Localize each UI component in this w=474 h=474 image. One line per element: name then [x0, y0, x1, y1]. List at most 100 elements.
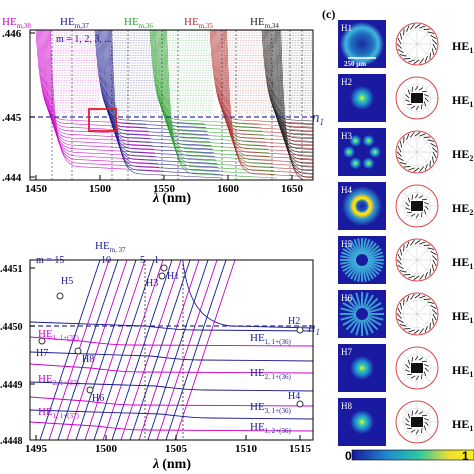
polar-arrow: [424, 55, 428, 63]
bottom-steep-line: [57, 260, 119, 440]
top-family-label-base: HE: [250, 16, 265, 28]
top-dotted-line: [115, 30, 119, 117]
polar-arrow: [414, 355, 419, 361]
mode-tile-petal: [367, 314, 384, 321]
top-dotted-line: [231, 30, 236, 113]
bottom-steep-line: [39, 260, 101, 440]
polar-spoke: [402, 245, 418, 261]
polar-arrow: [424, 325, 428, 333]
top-dotted-line: [309, 30, 313, 114]
top-dotted-line: [53, 30, 57, 115]
polar-arrow: [424, 271, 428, 279]
mode-tile-petal: [364, 264, 374, 280]
polar-plot: [395, 292, 439, 336]
mode-tile-lobe: [349, 157, 362, 170]
top-dotted-line: [191, 30, 195, 115]
bottom-mode-label-sub: 2, 1+(37): [53, 379, 80, 387]
polar-arrow: [399, 32, 403, 40]
top-ytick-label: .446: [2, 28, 22, 40]
bottom-mode-label-sub: 1, 1+(36): [265, 338, 292, 346]
polar-arrow: [410, 23, 415, 30]
polar-arrow: [431, 48, 435, 56]
top-dotted-line: [255, 30, 260, 113]
polar-arrow: [405, 94, 410, 99]
polar-arrow: [415, 375, 420, 381]
bottom-ref-label: n1: [308, 320, 320, 337]
polar-arrow: [410, 429, 416, 433]
top-xlabel: λ (nm): [152, 191, 191, 206]
top-dotted-line: [202, 30, 206, 117]
mode-tile-label: H5: [341, 239, 352, 249]
mode-tile-petal: [365, 263, 377, 278]
polar-arrow: [406, 241, 410, 249]
polar-spoke: [402, 313, 418, 329]
top-ytick-label: .445: [2, 112, 22, 124]
bottom-steep-line: [111, 260, 173, 440]
polar-arrow: [397, 265, 404, 269]
polar-arrow: [397, 37, 402, 45]
bottom-mode-label: HE2, 1+(36): [250, 367, 291, 381]
mode-tile-petal: [367, 251, 384, 259]
top-family-label-sub: m,37: [75, 22, 90, 30]
bottom-mode-label-base: HE: [250, 332, 265, 344]
bottom-m-number: 5: [140, 255, 145, 266]
polar-arrow: [432, 313, 437, 321]
mode-tile-petal: [367, 261, 384, 269]
right-mode-label-sub: 1: [469, 46, 473, 55]
bottom-m-number: 1: [154, 255, 159, 266]
polar-arrow: [415, 213, 420, 219]
top-dotted-line: [184, 30, 188, 116]
mode-tile-petal: [366, 262, 382, 272]
polar-plot: [395, 400, 439, 444]
top-xtick-label: 1500: [89, 183, 112, 195]
top-dotted-line: [293, 30, 297, 114]
bottom-ytick-labels: .4451 .4450 .4449 .4448: [0, 264, 23, 447]
bottom-mode-label-base: HE: [250, 421, 265, 433]
bottom-point-marker: [296, 400, 304, 408]
polar-arrow: [424, 97, 429, 102]
top-dotted-line: [187, 30, 192, 113]
polar-spoke: [416, 137, 432, 153]
polar-arrow: [396, 313, 402, 319]
polar-arrow: [410, 375, 416, 379]
top-dotted-line: [129, 30, 133, 116]
polar-arrow: [419, 133, 426, 137]
polar-arrow: [410, 105, 416, 109]
top-m-label: m = 1, 2, 3, ...: [56, 34, 112, 45]
top-family-label-sub: m,35: [199, 22, 214, 30]
mode-tile-field: [350, 86, 374, 110]
polar-spoke: [416, 29, 432, 45]
polar-spoke: [416, 245, 432, 261]
bottom-mode-label: HE1, 2+(36): [250, 421, 291, 435]
polar-arrow: [413, 275, 420, 281]
mode-tile-petal: [350, 264, 360, 280]
polar-arrow: [420, 428, 423, 434]
polar-arrow: [419, 58, 424, 65]
right-mode-label: HE1: [452, 39, 473, 55]
top-dotted-line: [137, 30, 141, 116]
polar-arrow: [404, 369, 410, 372]
polar-arrow: [420, 104, 423, 110]
top-dotted-line: [181, 30, 185, 114]
polar-arrow: [399, 324, 407, 327]
bottom-xtick-label: 1515: [289, 443, 312, 455]
mode-tile-petal: [363, 265, 371, 282]
mode-tile-petal: [347, 242, 359, 257]
polar-arrow: [431, 156, 435, 164]
top-dotted-line: [152, 30, 156, 115]
bottom-mode-curve: [30, 409, 313, 420]
right-mode-label: HE2: [452, 201, 473, 217]
top-dotted-line: [77, 30, 81, 115]
polar-plots: [395, 22, 439, 444]
top-dotted-line: [54, 30, 58, 116]
polar-center-mark: [411, 201, 423, 211]
polar-arrow: [418, 357, 424, 361]
top-dotted-line: [72, 30, 76, 117]
polar-arrow: [399, 162, 407, 165]
right-mode-label: HE2: [452, 147, 473, 163]
bottom-mode-labels: HE1, 1+(36)HE2, 1+(36)HE3, 1+(36)HE1, 2+…: [38, 328, 291, 435]
mode-tile-petal: [365, 297, 379, 311]
polar-arrow: [432, 147, 438, 153]
